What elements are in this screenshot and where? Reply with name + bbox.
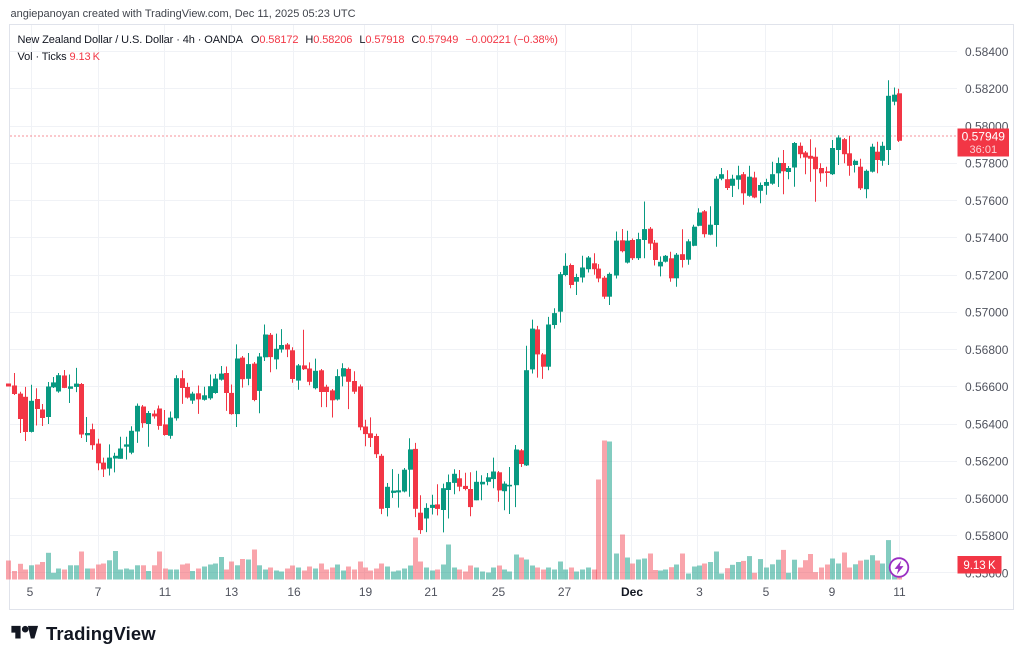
svg-text:0.58200: 0.58200 [965,82,1009,96]
svg-text:27: 27 [558,585,572,599]
svg-text:0.57800: 0.57800 [965,157,1009,171]
svg-text:0.57600: 0.57600 [965,194,1009,208]
svg-text:9: 9 [829,585,836,599]
svg-text:0.56200: 0.56200 [965,455,1009,469]
svg-text:11: 11 [159,585,172,599]
svg-text:25: 25 [492,585,506,599]
svg-text:21: 21 [424,585,438,599]
svg-text:5: 5 [763,585,770,599]
svg-text:0.57200: 0.57200 [965,268,1009,282]
svg-text:0.57400: 0.57400 [965,231,1009,245]
svg-text:7: 7 [95,585,102,599]
svg-text:11: 11 [893,585,906,599]
svg-text:19: 19 [359,585,373,599]
svg-text:0.55800: 0.55800 [965,529,1009,543]
svg-text:0.56800: 0.56800 [965,343,1009,357]
svg-text:0.58400: 0.58400 [965,45,1009,59]
svg-text:13: 13 [225,585,239,599]
svg-text:3: 3 [696,585,703,599]
svg-text:9.13 K: 9.13 K [963,560,996,572]
svg-text:0.57000: 0.57000 [965,306,1009,320]
svg-text:0.56000: 0.56000 [965,492,1009,506]
svg-text:0.56400: 0.56400 [965,417,1009,431]
svg-text:0.57949: 0.57949 [962,130,1006,144]
svg-text:36:01: 36:01 [970,144,998,156]
svg-text:5: 5 [27,585,34,599]
svg-text:16: 16 [287,585,301,599]
svg-text:Dec: Dec [621,585,643,599]
svg-text:0.56600: 0.56600 [965,380,1009,394]
